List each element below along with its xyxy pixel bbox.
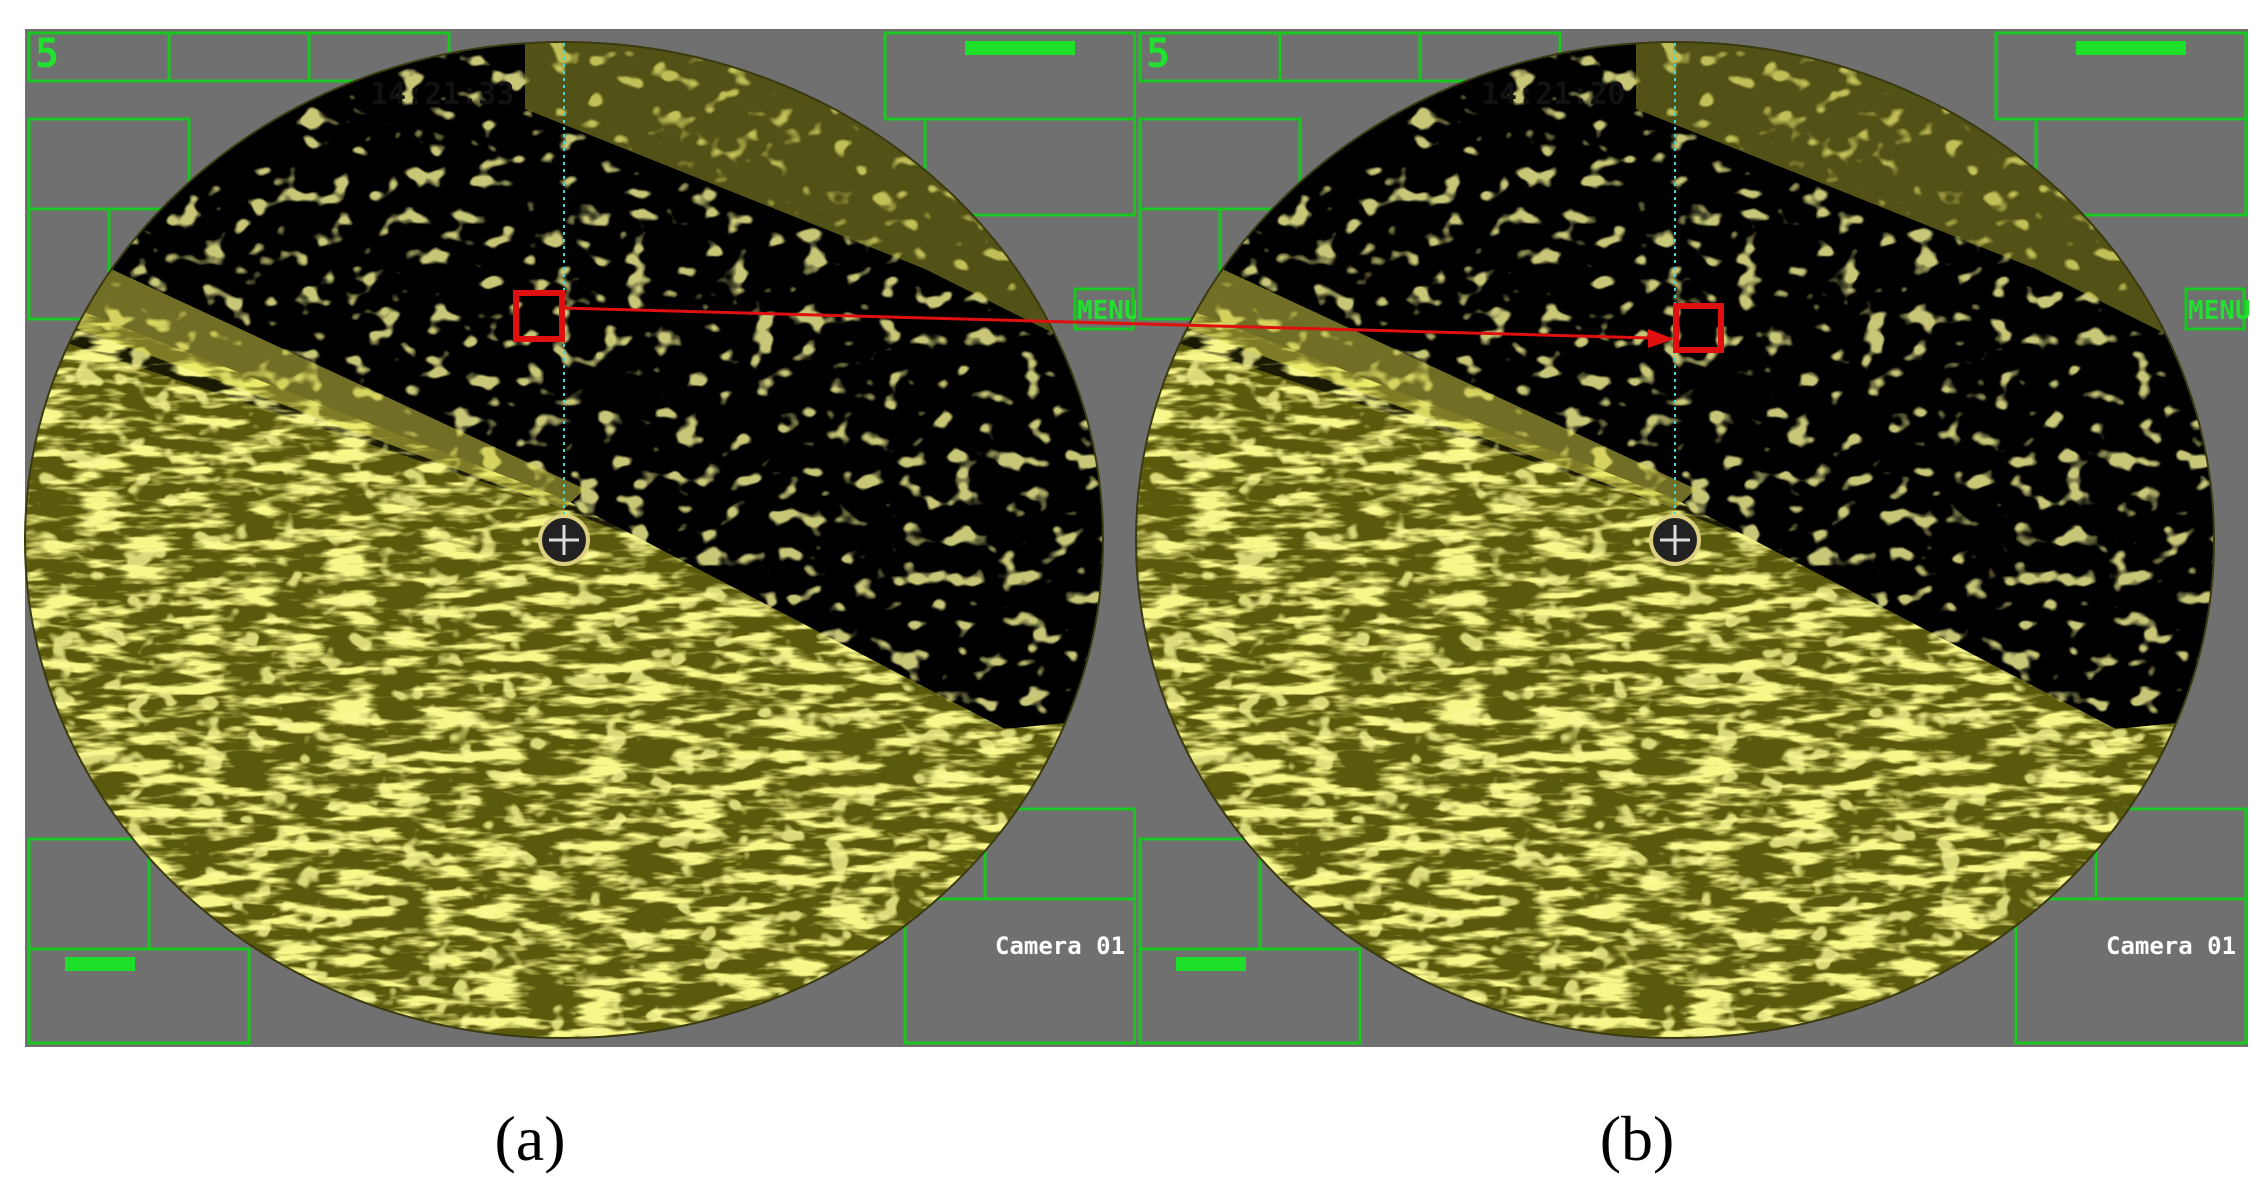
panel-label: (b) [1600,1103,1675,1174]
panel-label: (a) [494,1103,565,1174]
target-box [513,290,565,342]
arrow-line [561,306,1651,340]
menu-button[interactable]: MENU [2188,296,2251,326]
target-box [1673,303,1724,353]
screen-id: 5 [1146,31,1170,77]
radar-panel: 5 14:21:33 MENU Camera 01 [25,29,1140,1047]
arrow-head [1648,329,1674,348]
screen-id: 5 [35,31,59,77]
radar-panel: 5 14:21:20 MENU Camera 01 [1136,29,2251,1047]
timestamp: 14:21:20 [1481,77,1626,112]
timestamp: 14:21:33 [370,77,515,112]
camera-label: Camera 01 [995,932,1125,960]
camera-label: Camera 01 [2106,932,2236,960]
